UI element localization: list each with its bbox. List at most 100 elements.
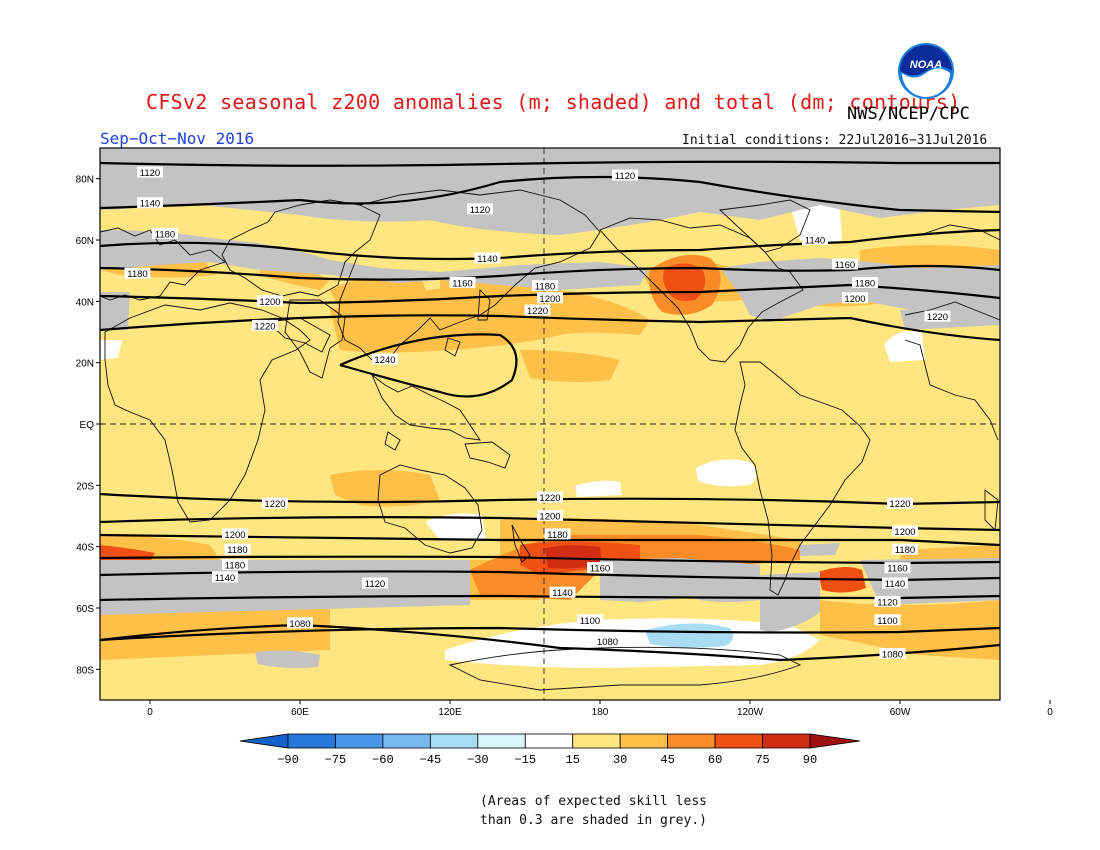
contour-label-text: 1180 <box>155 229 175 240</box>
map-plot-area: 1120 112011401120118011401140116011801160… <box>100 148 1000 700</box>
contour-label-text: 1180 <box>535 282 555 293</box>
contour-label-text: 1220 <box>539 493 560 504</box>
contour-label: 1180 <box>224 543 251 556</box>
footnote-line-2: than 0.3 are shaded in grey.) <box>480 813 707 828</box>
initial-conditions-label: Initial conditions: 22Jul2016−31Jul2016 <box>682 133 988 148</box>
lat-tick-label: 40S <box>76 543 94 554</box>
contour-label-text: 1160 <box>887 564 907 575</box>
lon-tick-label: 120W <box>737 707 764 718</box>
colorbar-tick-label: −30 <box>467 753 489 767</box>
contour-label-text: 1180 <box>127 269 147 280</box>
contour-label-text: 1220 <box>527 306 548 317</box>
contour-label: 1120 <box>612 169 638 182</box>
contour-label-text: 1180 <box>547 530 567 541</box>
contour-label-text: 1100 <box>580 616 600 627</box>
lon-tick-label: 180 <box>592 707 609 718</box>
contour-label-text: 1120 <box>615 171 635 182</box>
season-label: Sep−Oct−Nov 2016 <box>100 129 255 148</box>
contour-label-text: 1080 <box>289 619 310 630</box>
contour-label-text: 1220 <box>254 321 275 332</box>
contour-label: 1140 <box>474 252 501 265</box>
contour-label: 1160 <box>884 562 911 575</box>
contour-label: 1140 <box>802 234 828 247</box>
lon-tick-label: 0 <box>147 707 153 718</box>
contour-label-text: 1160 <box>452 278 472 289</box>
colorbar: −90 −75 −60 −45 −30 −15 15 30 45 60 75 90 <box>239 733 861 767</box>
footnote-line-1: (Areas of expected skill less <box>480 794 707 809</box>
contour-label: 1140 <box>549 586 576 599</box>
contour-label-text: 1160 <box>835 260 855 271</box>
colorbar-swatch <box>477 733 526 749</box>
colorbar-swatch <box>335 733 384 749</box>
contour-label-text: 1120 <box>365 579 385 590</box>
longitude-axis: 0 60E 120E 180 120W 60W 0 <box>147 700 1053 718</box>
contour-label: 1180 <box>892 543 918 556</box>
colorbar-swatch <box>762 733 811 749</box>
skill-footnote: (Areas of expected skill less than 0.3 a… <box>480 792 707 830</box>
contour-label-text: 1120 <box>877 597 897 608</box>
contour-label: 1100 <box>874 614 901 627</box>
contour-label-text: 1140 <box>805 236 825 247</box>
contour-label: 1240 <box>372 353 398 366</box>
lat-tick-label: 80N <box>76 175 94 186</box>
contour-label-text: 1200 <box>844 294 865 305</box>
contour-label: 1200 <box>537 510 563 523</box>
colorbar-tick-label: −90 <box>277 753 299 767</box>
colorbar-tick-label: 30 <box>613 753 627 767</box>
contour-label-text: 1120 <box>470 205 490 216</box>
contour-label-text: 1220 <box>264 499 285 510</box>
contour-label-text: 1160 <box>590 564 610 575</box>
contour-label: 1080 <box>594 635 621 648</box>
contour-label-text: 1180 <box>227 545 247 556</box>
lon-tick-label: 120E <box>438 707 462 718</box>
contour-label-text: 1220 <box>889 499 910 510</box>
map-title: CFSv2 seasonal z200 anomalies (m; shaded… <box>146 90 961 114</box>
contour-label-text: 1200 <box>259 297 280 308</box>
contour-label: 1200 <box>842 292 868 305</box>
contour-label: 1160 <box>832 258 858 271</box>
coastline-layer <box>100 189 1000 691</box>
colorbar-swatch <box>382 733 431 749</box>
contour-label: 1180 <box>124 267 151 280</box>
contour-label: 1140 <box>212 571 238 584</box>
lon-tick-label: 0 <box>1047 707 1053 718</box>
contour-label-text: 1140 <box>477 254 497 265</box>
contour-label: 1220 <box>887 497 913 510</box>
contour-label: 1080 <box>879 648 906 661</box>
contour-label: 1160 <box>587 562 613 575</box>
contour-label: 1120 <box>874 595 901 608</box>
contour-label-text: 1140 <box>215 573 235 584</box>
contour-label-text: 1140 <box>140 199 160 210</box>
contour-label-text: 1200 <box>539 294 560 305</box>
contour-label: 1200 <box>222 528 248 541</box>
contour-label: 1220 <box>252 319 278 332</box>
lon-tick-label: 60W <box>890 707 911 718</box>
contour-label-text: 1180 <box>225 561 245 572</box>
contour-label-text: 1220 <box>927 312 948 323</box>
contour-label: 1160 <box>449 276 476 289</box>
agency-label: NWS/NCEP/CPC <box>847 104 970 124</box>
contour-label-text: 1200 <box>224 530 245 541</box>
contour-label: 1080 <box>287 617 313 630</box>
contour-label: 1120 <box>137 166 163 179</box>
contour-label-text: 1100 <box>877 616 897 627</box>
contour-label-text: 1180 <box>855 278 875 289</box>
contour-label: 1180 <box>852 276 878 289</box>
noaa-logo: NOAA <box>898 43 954 99</box>
latitude-axis: 80N 60N 40N 20N EQ 20S 40S 60S 80S <box>76 175 100 676</box>
colorbar-swatch <box>572 733 621 749</box>
contour-label: 1180 <box>152 227 178 240</box>
lat-tick-label: 80S <box>76 665 94 676</box>
contour-label: 1180 <box>222 559 248 572</box>
noaa-logo-text: NOAA <box>910 59 942 71</box>
contour-label: 1200 <box>257 295 283 308</box>
contour-label-text: 1140 <box>885 579 905 590</box>
contour-label-text: 1240 <box>374 355 395 366</box>
contour-label: 1220 <box>924 310 951 323</box>
colorbar-low-arrow <box>239 733 289 749</box>
contour-label: 1120 <box>362 577 388 590</box>
contour-label-text: 1080 <box>597 637 618 648</box>
contour-label: 1100 <box>577 614 603 627</box>
lat-tick-label: EQ <box>80 420 95 431</box>
